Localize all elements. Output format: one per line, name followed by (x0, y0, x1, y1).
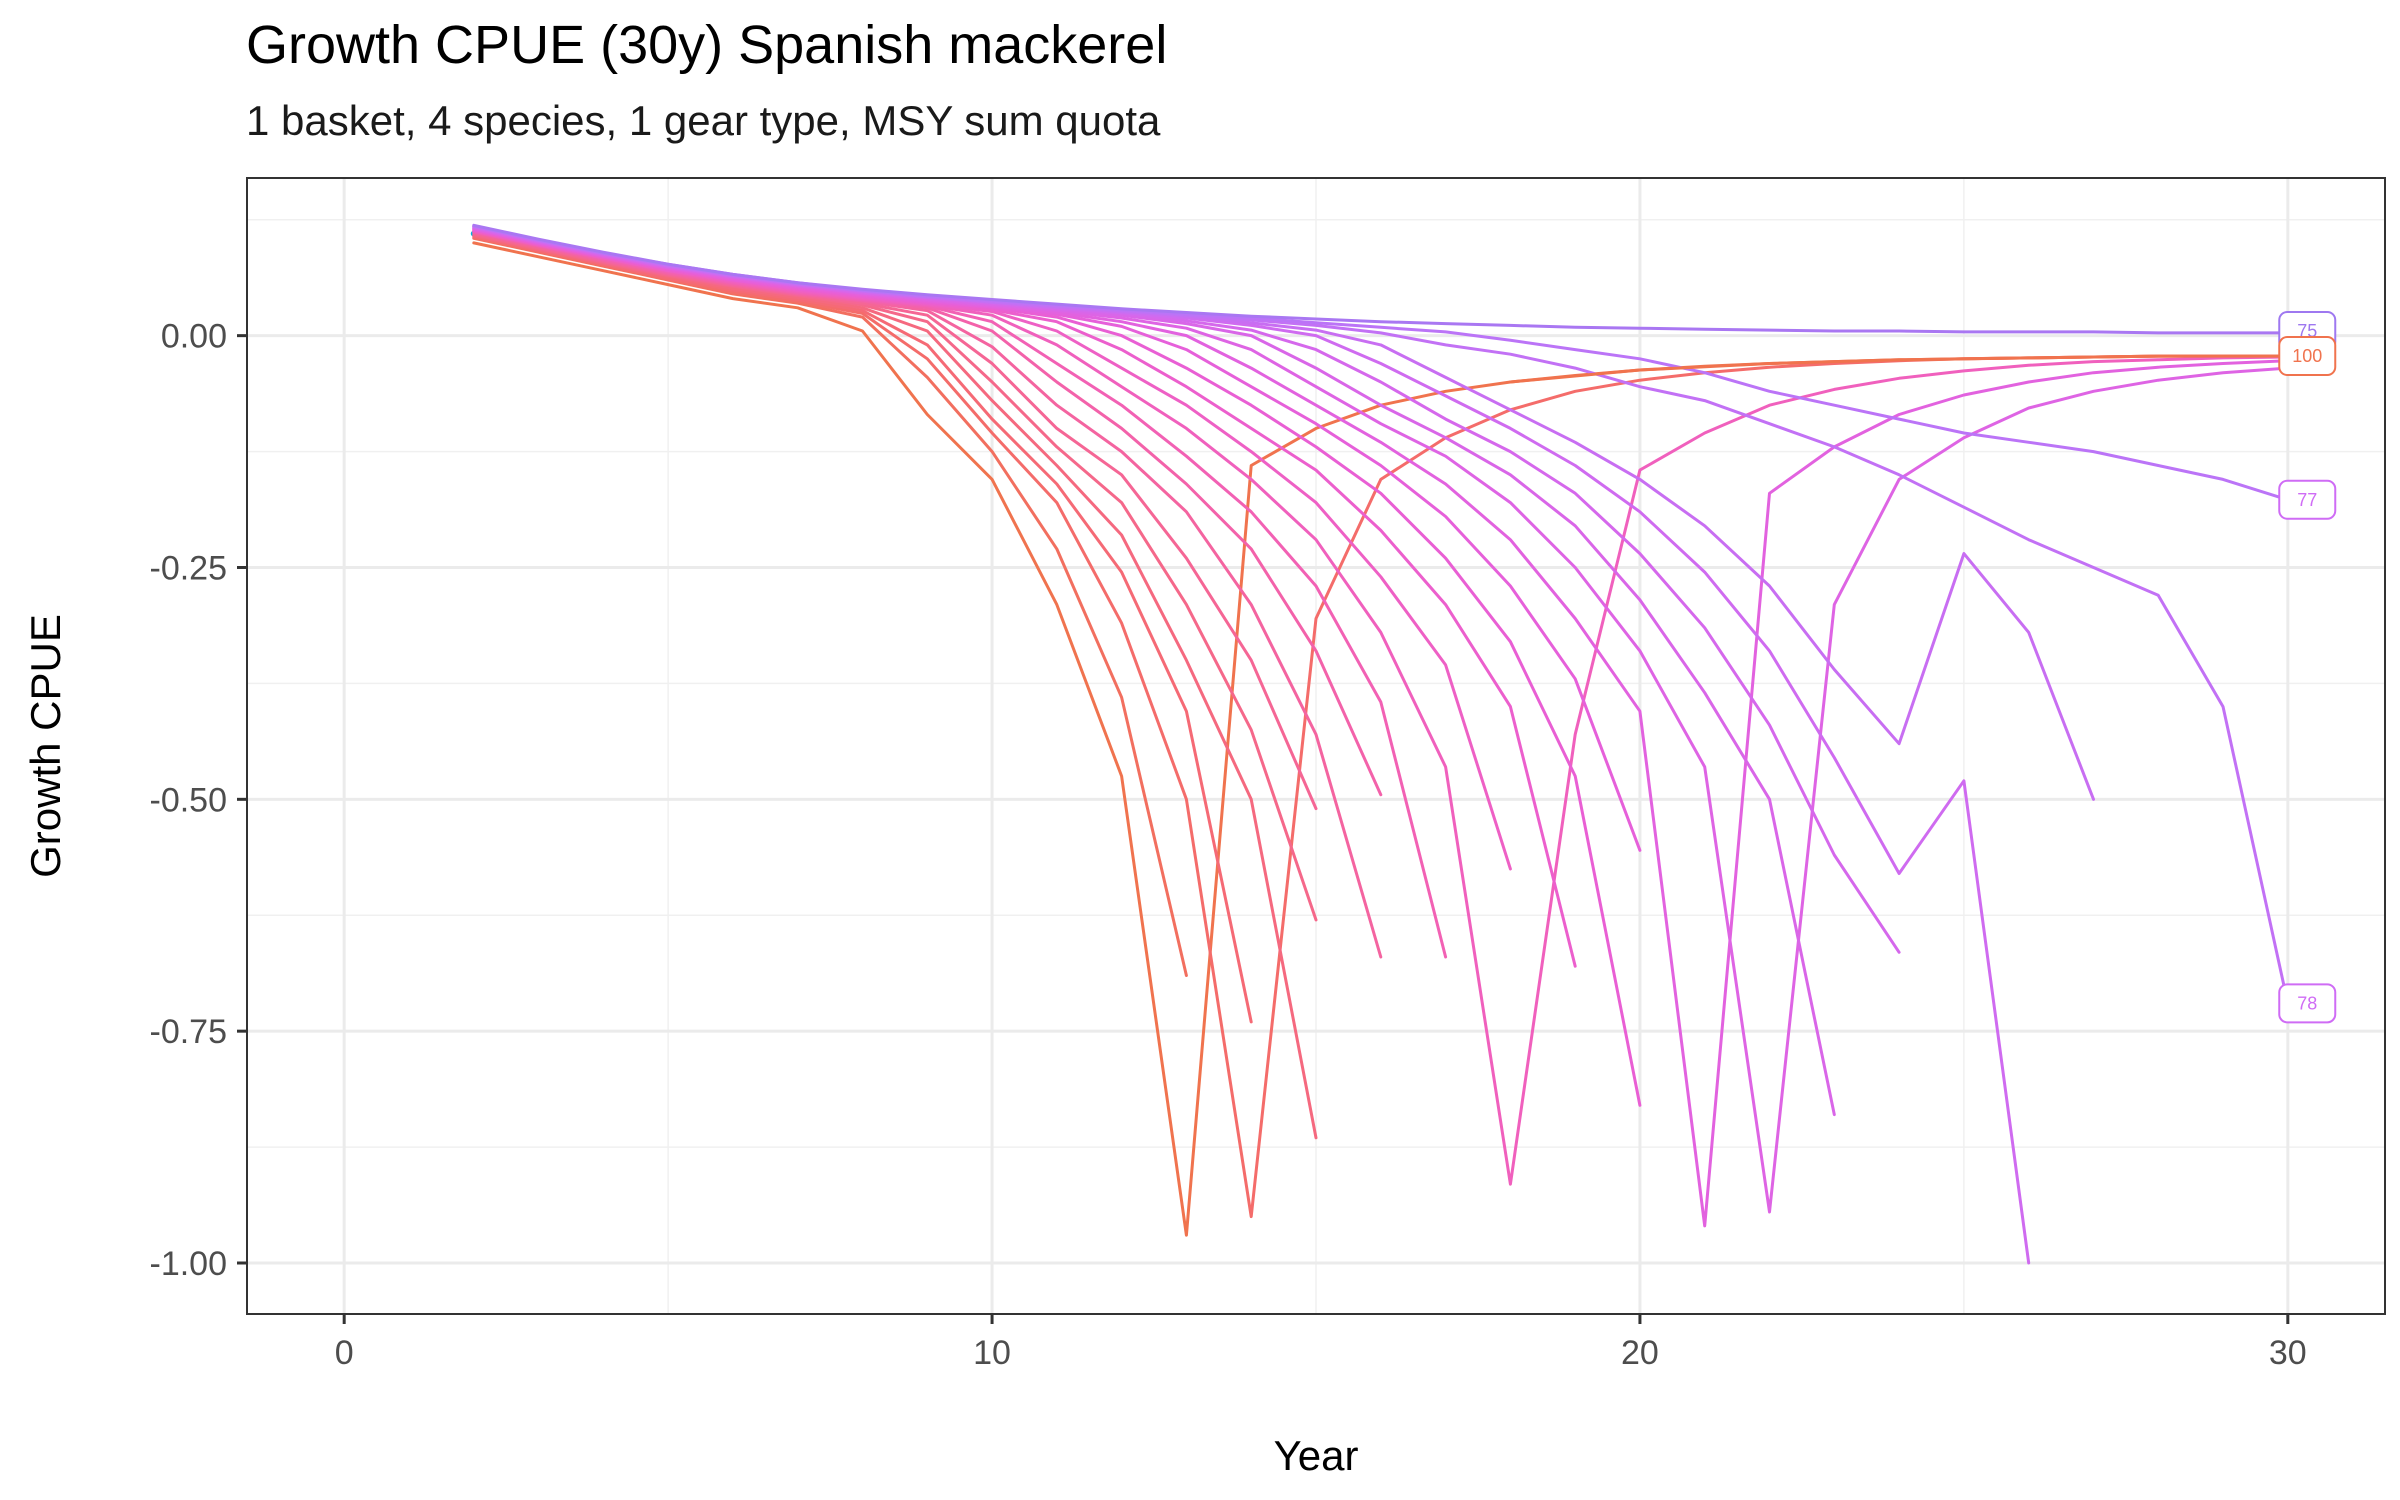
y-tick-label: -0.75 (150, 1013, 228, 1051)
end-labels: 75 100 77 78 (2278, 311, 2337, 1024)
y-tick-label: -0.25 (150, 549, 228, 587)
series-line-5 (472, 234, 1253, 1024)
end-label-text: 100 (2292, 346, 2322, 366)
series-line-15 (472, 228, 1642, 1107)
series-line-22 (472, 224, 2095, 801)
series-lines (470, 223, 2290, 1265)
y-tick-label: -1.00 (150, 1245, 228, 1283)
series-line-14 (472, 228, 1577, 968)
x-tick-label: 10 (973, 1334, 1011, 1372)
end-label: 100 (2278, 336, 2337, 377)
x-tick-label: 20 (1621, 1334, 1659, 1372)
end-label-text: 77 (2297, 490, 2317, 510)
series-line-25 (472, 223, 2290, 335)
axis-ticks: 0 10 20 30 0.00 -0.25 -0.50 -0.75 -1.00 (150, 318, 2307, 1372)
end-label: 77 (2278, 479, 2337, 520)
series-line-2 (472, 241, 2290, 1237)
y-tick-label: 0.00 (161, 318, 227, 356)
x-axis-title: Year (1274, 1432, 1359, 1479)
x-tick-label: 30 (2269, 1334, 2307, 1372)
y-tick-label: -0.50 (150, 781, 228, 819)
y-axis-title: Growth CPUE (22, 614, 69, 878)
x-tick-label: 0 (335, 1334, 354, 1372)
series-line-19 (472, 226, 1836, 1117)
end-label: 78 (2278, 983, 2337, 1024)
series-line-9 (472, 231, 1383, 959)
chart-subtitle: 1 basket, 4 species, 1 gear type, MSY su… (246, 97, 1161, 144)
end-label-text: 75 (2297, 321, 2317, 341)
series-line-17 (472, 227, 2290, 1228)
end-label-text: 78 (2297, 993, 2317, 1013)
series-line-3 (472, 236, 1188, 977)
series-line-18 (472, 226, 2290, 1214)
series-line-21 (472, 225, 2031, 1265)
chart-title: Growth CPUE (30y) Spanish mackerel (246, 15, 1168, 75)
panel-border (246, 177, 2386, 1315)
series-line-26 (1508, 354, 2290, 384)
